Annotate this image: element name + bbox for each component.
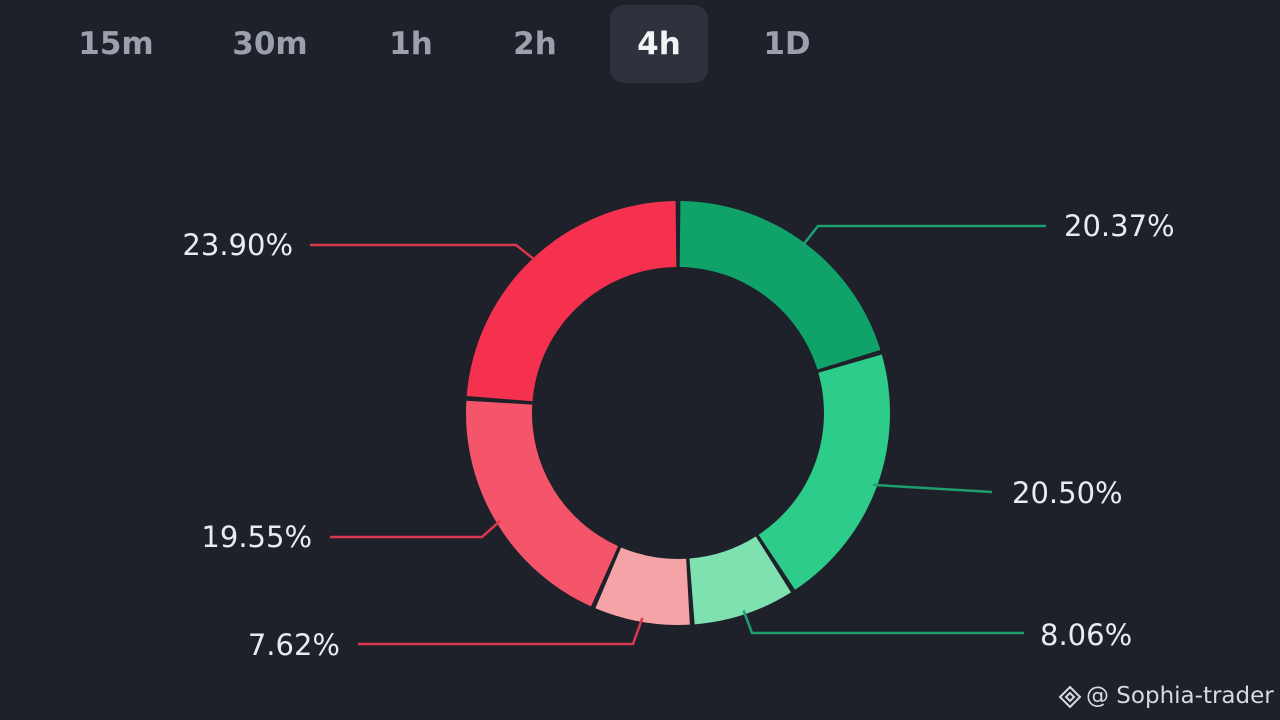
- tab-30m[interactable]: 30m: [232, 26, 308, 62]
- leader-line: [330, 519, 501, 539]
- tab-2h[interactable]: 2h: [513, 26, 557, 62]
- slice-label: 19.55%: [201, 520, 312, 554]
- donut-slice[interactable]: [466, 201, 677, 402]
- tab-15m[interactable]: 15m: [78, 26, 154, 62]
- donut-slice[interactable]: [758, 354, 890, 590]
- leader-line: [801, 224, 1046, 247]
- tab-1d[interactable]: 1D: [763, 26, 811, 62]
- slice-label: 20.50%: [1012, 476, 1123, 510]
- leader-line: [742, 609, 1024, 635]
- watermark-text: @ Sophia-trader: [1086, 683, 1274, 709]
- leader-line: [873, 483, 993, 494]
- watermark: @ Sophia-trader: [1058, 680, 1274, 712]
- slice-label: 7.62%: [248, 628, 340, 662]
- donut-slice[interactable]: [689, 536, 792, 625]
- slice-label: 8.06%: [1040, 618, 1132, 652]
- leader-line: [310, 243, 537, 262]
- slice-label: 23.90%: [182, 228, 293, 262]
- donut-slice[interactable]: [595, 547, 690, 625]
- donut-slice[interactable]: [679, 201, 881, 370]
- timeframe-tabs: 15m 30m 1h 2h 4h 1D: [0, 0, 1280, 90]
- donut-slice[interactable]: [466, 400, 619, 607]
- tab-1h[interactable]: 1h: [389, 26, 433, 62]
- binance-square-icon: [1058, 685, 1082, 708]
- tab-4h[interactable]: 4h: [610, 5, 708, 83]
- leader-line: [358, 617, 644, 646]
- slice-label: 20.37%: [1064, 209, 1175, 243]
